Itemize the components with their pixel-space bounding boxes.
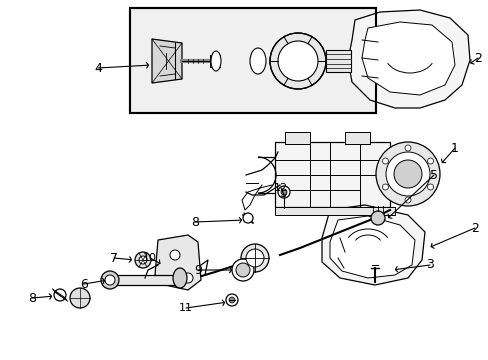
Circle shape [241, 244, 268, 272]
Circle shape [278, 186, 289, 198]
Circle shape [370, 211, 384, 225]
Ellipse shape [173, 268, 186, 288]
Bar [325, 50, 350, 72]
Circle shape [382, 158, 387, 164]
Polygon shape [152, 39, 182, 83]
Bar [110, 275, 175, 285]
Circle shape [243, 213, 252, 223]
Circle shape [382, 184, 387, 190]
Circle shape [183, 273, 193, 283]
Circle shape [170, 250, 180, 260]
Circle shape [404, 197, 410, 203]
Text: 3: 3 [425, 258, 433, 271]
Circle shape [427, 158, 433, 164]
Circle shape [225, 294, 238, 306]
Circle shape [231, 259, 253, 281]
Text: 8: 8 [191, 216, 199, 229]
Circle shape [245, 249, 264, 267]
Circle shape [236, 263, 249, 277]
Circle shape [54, 289, 66, 301]
Ellipse shape [210, 51, 221, 71]
Text: 10: 10 [142, 253, 157, 263]
Circle shape [101, 271, 119, 289]
Circle shape [375, 142, 439, 206]
Text: 5: 5 [429, 168, 437, 181]
Text: 1: 1 [450, 141, 458, 154]
Bar [130, 8, 375, 113]
Polygon shape [321, 205, 424, 285]
Text: 9: 9 [194, 264, 202, 276]
Text: 11: 11 [179, 303, 193, 313]
Text: 2: 2 [470, 221, 478, 234]
Bar [274, 142, 389, 207]
Circle shape [427, 184, 433, 190]
Circle shape [404, 145, 410, 151]
Circle shape [269, 33, 325, 89]
Text: 7: 7 [110, 252, 118, 265]
Bar [285, 132, 309, 144]
Circle shape [135, 252, 151, 268]
Polygon shape [361, 22, 454, 95]
Bar [274, 207, 394, 215]
Text: 2: 2 [473, 51, 481, 64]
Circle shape [278, 41, 317, 81]
Polygon shape [329, 216, 414, 278]
Bar [345, 132, 369, 144]
Bar [130, 8, 375, 113]
Circle shape [139, 256, 147, 264]
Circle shape [70, 288, 90, 308]
Circle shape [393, 160, 421, 188]
Text: 4: 4 [94, 62, 102, 75]
Circle shape [281, 189, 286, 195]
Polygon shape [347, 10, 469, 108]
Polygon shape [155, 235, 201, 290]
Text: 12: 12 [273, 183, 287, 193]
Ellipse shape [249, 48, 265, 74]
Circle shape [385, 152, 429, 196]
Circle shape [105, 275, 115, 285]
Text: 6: 6 [80, 278, 88, 291]
Text: 8: 8 [28, 292, 36, 305]
Circle shape [228, 297, 235, 303]
